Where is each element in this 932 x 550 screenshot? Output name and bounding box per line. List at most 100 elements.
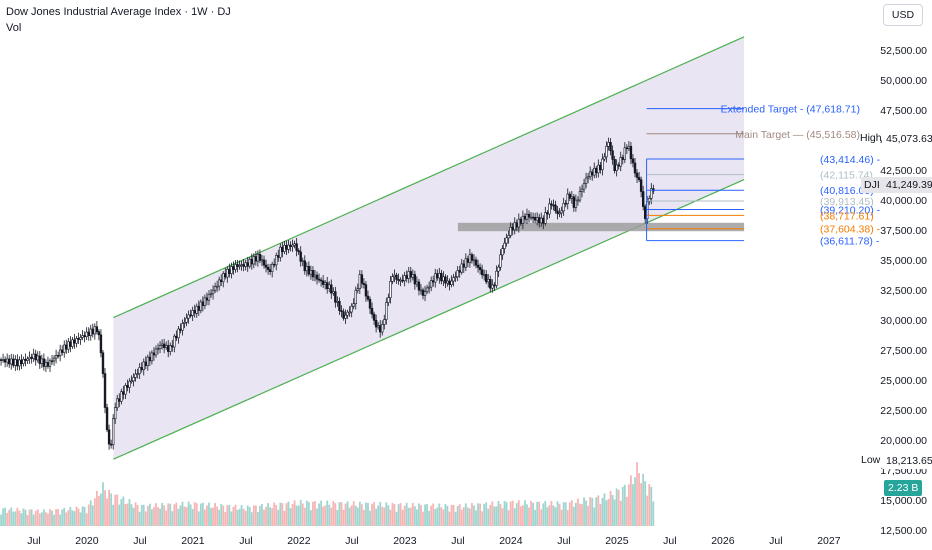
candle-body [222,273,225,283]
candle-body [509,227,512,236]
x-tick-label: Jul [133,535,146,547]
y-tick-label: 25,000.00 [880,375,927,387]
volume-bar [295,505,298,526]
volume-bar [110,493,113,526]
candle-body [421,289,425,296]
candle-body [648,198,651,203]
high-label: High [860,132,882,145]
candle-body [36,355,39,361]
candle-body [574,199,578,208]
volume-bar [222,505,225,526]
candle-body [10,358,13,365]
candle-body [232,266,235,270]
volume-bar [405,502,408,526]
candle-body [175,335,178,339]
volume-bar [652,501,655,526]
candle-body [162,343,166,348]
candle-body [566,193,569,204]
candle-body [169,345,172,352]
volume-bar [418,503,420,526]
volume-bar [438,503,441,526]
candle-body [305,266,309,272]
volume-bar [464,503,467,526]
candle-body [568,193,571,199]
candle-body [468,254,472,263]
candle-body [364,284,368,297]
volume-bar [250,512,253,526]
candle-body [301,260,304,263]
candle-body [213,286,217,291]
candle-body [289,244,292,247]
volume-bar [544,501,547,526]
volume-bar [185,507,188,526]
candle-body [81,335,84,338]
volume-bar [446,505,449,526]
volume-bar [572,506,575,526]
volume-bar [269,507,272,526]
volume-bar [146,505,149,526]
candle-body [525,213,529,220]
volume-bar [462,507,465,526]
volume-bar [153,507,155,526]
volume-bar [173,504,176,526]
volume-bar [71,510,74,526]
volume-bar [34,510,37,526]
candle-body [499,254,502,268]
candle-body [338,301,341,311]
volume-bar [273,502,276,526]
volume-bar [324,505,327,526]
candle-body [285,245,288,250]
candle-body [193,310,196,314]
volume-bar [122,496,125,526]
volume-bar [69,506,72,526]
candle-body [89,328,92,336]
candle-body [374,320,378,328]
volume-bar [291,504,294,526]
volume-bar [552,505,555,526]
candle-body [521,215,525,224]
candle-body [118,398,121,402]
candle-body [346,311,349,316]
candle-body [385,302,388,320]
candle-body [515,222,518,228]
candle-body [336,301,339,303]
candle-body [637,177,641,181]
volume-bar [554,507,557,526]
volume-bar [226,505,229,526]
volume-bar [444,503,447,526]
candle-body [489,279,492,289]
volume-bar [489,504,492,526]
candle-body [450,280,453,285]
candle-body [415,281,419,285]
candle-body [535,217,539,221]
candle-body [266,266,270,270]
volume-bar [57,509,60,526]
volume-bar [397,504,400,526]
candle-body [342,311,345,319]
volume-bar [244,510,247,526]
candle-body [264,264,268,268]
candle-body [24,358,27,361]
volume-bar [102,482,104,526]
x-axis: Jul 2020 Jul 2021 Jul 2022 Jul 2023 Jul 2024 Jul 20… [27,535,841,547]
candle-body [517,218,521,228]
candle-body [270,263,274,272]
volume-bar [362,509,365,526]
volume-bar [634,477,636,526]
volume-bar [130,504,133,526]
volume-bar [299,499,302,526]
candle-body [601,158,604,171]
candle-body [405,275,408,279]
volume-bar [301,503,304,526]
candle-body [478,267,482,271]
candle-body [350,305,353,313]
currency-button[interactable]: USD [883,4,923,26]
volume-bar [619,500,622,526]
volume-bar [175,502,178,526]
volume-bar [385,502,388,526]
candle-body [317,278,321,281]
candle-body [236,264,239,267]
volume-bar [471,503,473,526]
candle-body [58,349,62,356]
